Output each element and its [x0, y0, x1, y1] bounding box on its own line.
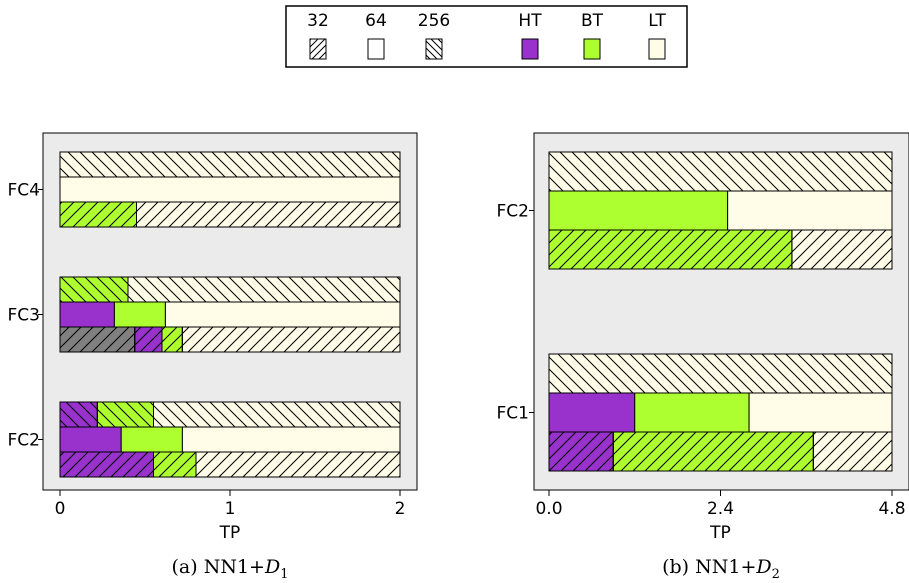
x-tick-label-0: 0 [55, 499, 66, 519]
x-tick-label-1: 1 [225, 499, 236, 519]
bar-hatch-fc4-0-seg-0 [59, 151, 401, 178]
bar-hatch-fc2-0-seg-0 [548, 151, 893, 192]
legend-label-64: 64 [365, 11, 387, 31]
x-axis-b: 0.0 2.4 4.8 [535, 490, 906, 519]
y-tick-label-fc4: FC4 [8, 181, 40, 201]
bar-fc3-1-seg-0-ht [59, 301, 115, 328]
bar-hatch-fc3-0-seg-0 [59, 276, 129, 303]
bar-fc1-1-seg-0-ht [548, 392, 636, 433]
bar-hatch-fc2-0-seg-2 [153, 401, 401, 428]
bars-a: FC4 FC3 FC2 [8, 151, 401, 478]
y-tick-label-fc3: FC3 [8, 306, 40, 326]
legend-label-256: 256 [418, 11, 450, 31]
bar-fc3-1-seg-1-bt [113, 301, 166, 328]
bar-hatch-fc2-2-seg-1 [153, 451, 197, 478]
bars-b: FC2 FC1 [497, 151, 893, 472]
x-axis-a: 0 1 2 [55, 490, 406, 519]
x-tick-label-2: 2 [395, 499, 406, 519]
bar-fc2-1-seg-2-lt [181, 426, 401, 453]
bar-hatch-fc3-0-seg-1 [127, 276, 401, 303]
bar-fc2-1-seg-0-ht [59, 426, 122, 453]
legend-frame [285, 5, 688, 68]
bar-hatch-fc1-2-seg-2 [812, 431, 893, 472]
bar-hatch-fc2-2-seg-0 [548, 229, 793, 270]
legend-hatch-32 [309, 38, 327, 60]
bar-fc1-1-seg-2-lt [748, 392, 893, 433]
legend-label-lt: LT [648, 11, 666, 31]
bar-hatch-fc3-2-seg-0 [59, 326, 136, 353]
bar-hatch-fc2-2-seg-2 [195, 451, 401, 478]
bar-fc1-1-seg-1-bt [634, 392, 750, 433]
caption-a-text: (a) NN1+ [172, 556, 265, 578]
y-tick-label-fc2: FC2 [8, 431, 40, 451]
legend: 32 64 256 HT BT LT [285, 5, 688, 68]
bar-hatch-fc3-2-seg-1 [134, 326, 163, 353]
bar-fc2-1-seg-1-bt [120, 426, 183, 453]
legend-swatch-64 [367, 38, 385, 60]
x-tick-label-2: 4.8 [878, 499, 905, 519]
x-tick-label-0: 0.0 [535, 499, 562, 519]
y-tick-label-fc2: FC2 [497, 202, 529, 222]
caption-b: (b) NN1+D2 [662, 556, 780, 582]
caption-a-symbol: D [264, 556, 280, 578]
panel-b: FC2 FC1 0.0 2.4 4.8 TP (b) NN1+D2 [497, 132, 909, 582]
y-tick-label-fc1: FC1 [497, 404, 529, 424]
bar-hatch-fc4-2-seg-0 [59, 201, 137, 228]
caption-b-symbol: D [755, 556, 771, 578]
bar-hatch-fc3-2-seg-2 [161, 326, 183, 353]
x-axis-label-a: TP [219, 523, 241, 543]
caption-b-subscript: 2 [772, 567, 780, 582]
legend-swatch-bt [583, 38, 601, 60]
legend-label-ht: HT [518, 11, 542, 31]
bar-hatch-fc2-0-seg-1 [96, 401, 154, 428]
caption-a-subscript: 1 [280, 567, 288, 582]
x-tick-label-1: 2.4 [707, 499, 734, 519]
bar-hatch-fc1-2-seg-0 [548, 431, 614, 472]
bar-fc4-1-seg-0-lt [59, 176, 401, 203]
bar-fc2-1-seg-1-lt [727, 190, 893, 231]
bar-hatch-fc2-2-seg-0 [59, 451, 154, 478]
bar-fc3-1-seg-2-lt [164, 301, 401, 328]
bar-hatch-fc1-0-seg-0 [548, 353, 893, 394]
legend-hatch-256 [425, 38, 443, 60]
legend-swatch-lt [648, 38, 666, 60]
legend-label-bt: BT [581, 11, 604, 31]
caption-b-text: (b) NN1+ [662, 556, 756, 578]
bar-hatch-fc4-2-seg-1 [136, 201, 401, 228]
caption-a: (a) NN1+D1 [172, 556, 289, 582]
legend-label-32: 32 [307, 11, 329, 31]
bar-hatch-fc2-2-seg-1 [791, 229, 893, 270]
bar-hatch-fc3-2-seg-3 [181, 326, 401, 353]
bar-hatch-fc2-0-seg-0 [59, 401, 98, 428]
bar-fc2-1-seg-0-bt [548, 190, 729, 231]
legend-swatch-ht [521, 38, 539, 60]
x-axis-label-b: TP [709, 523, 731, 543]
bar-hatch-fc1-2-seg-1 [612, 431, 814, 472]
